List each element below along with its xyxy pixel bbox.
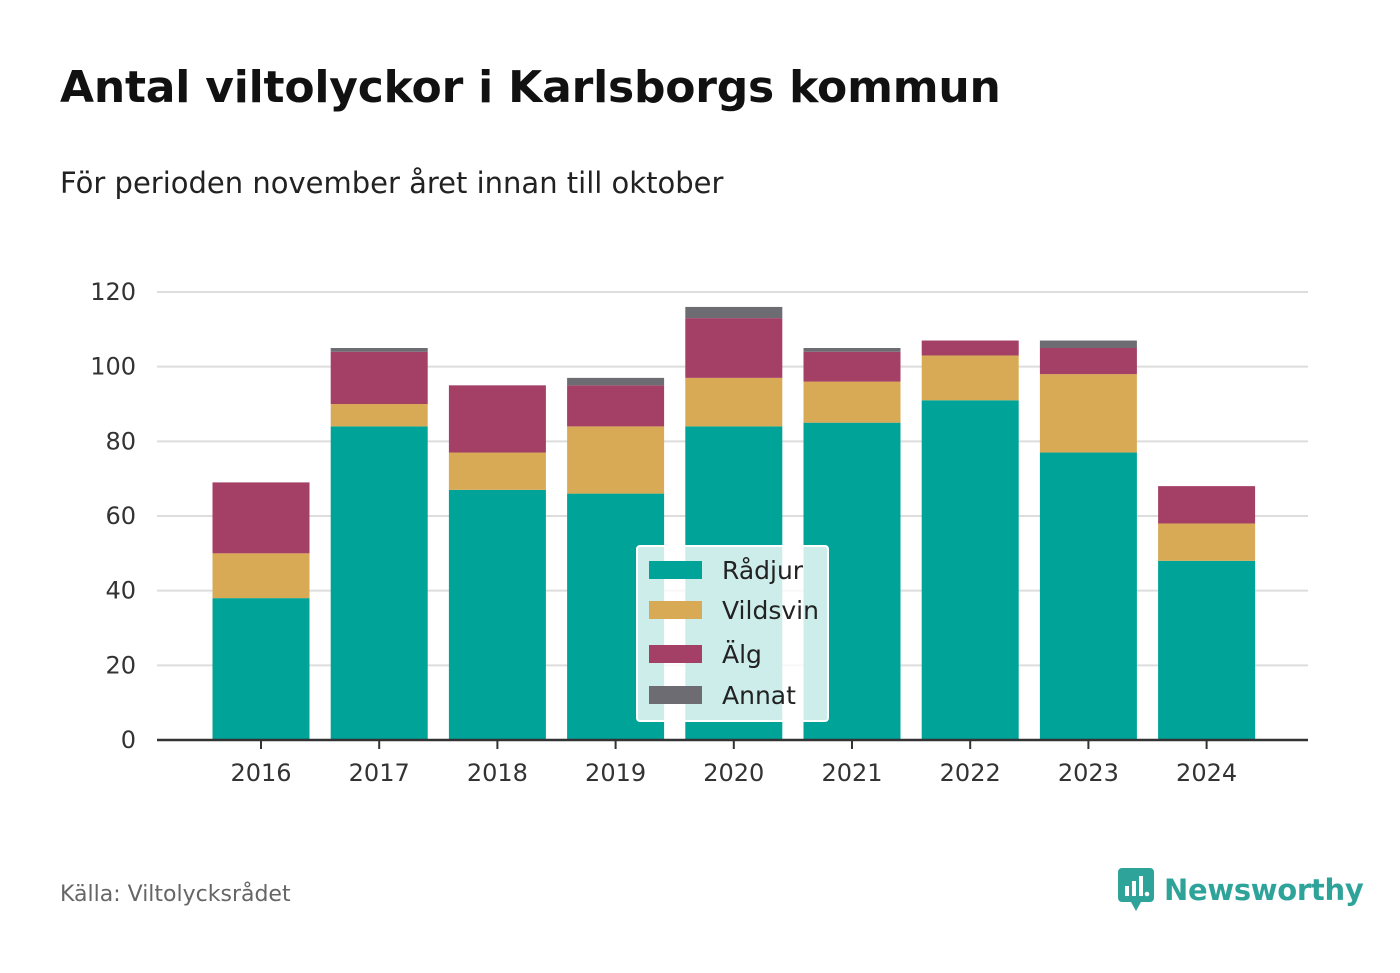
bar-segment-älg-2016 (212, 482, 310, 554)
legend-swatch-vildsvin (649, 601, 702, 619)
bar-segment-älg-2024 (1158, 486, 1256, 524)
x-tick-label: 2017 (349, 759, 410, 787)
source-note: Källa: Viltolycksrådet (60, 882, 291, 907)
y-tick-label: 20 (105, 651, 136, 679)
bar-segment-älg-2019 (567, 385, 665, 427)
y-tick-label: 60 (105, 502, 136, 530)
y-tick-label: 40 (105, 577, 136, 605)
bar-segment-vildsvin-2016 (212, 553, 310, 599)
bar-segment-älg-2021 (803, 351, 901, 382)
x-tick-label: 2022 (940, 759, 1001, 787)
x-tick-label: 2024 (1176, 759, 1237, 787)
bar-segment-annat-2020 (685, 306, 783, 319)
bar-segment-vildsvin-2018 (448, 452, 546, 490)
bar-segment-rådjur-2023 (1039, 452, 1137, 740)
brand-name: Newsworthy (1164, 873, 1364, 907)
bar-segment-rådjur-2016 (212, 598, 310, 740)
bar-segment-vildsvin-2020 (685, 377, 783, 427)
bar-segment-rådjur-2017 (330, 426, 428, 740)
x-tick-label: 2018 (467, 759, 528, 787)
bar-segment-vildsvin-2024 (1158, 523, 1256, 561)
x-tick-label: 2021 (821, 759, 882, 787)
bar-segment-annat-2017 (330, 348, 428, 352)
stacked-bar-chart: 0 20 40 60 80 100 120 2016 2017 2018 2019 2020 2021… (90, 278, 1308, 787)
legend: Rådjur Vildsvin Älg Annat (636, 545, 829, 722)
y-tick-label: 120 (90, 278, 136, 306)
y-tick-label: 0 (121, 726, 136, 754)
legend-box (636, 545, 829, 722)
y-axis-ticks: 0 20 40 60 80 100 120 (90, 278, 136, 754)
bars (212, 306, 1256, 740)
legend-swatch-rådjur (649, 561, 702, 579)
bar-segment-älg-2023 (1039, 348, 1137, 375)
bar-segment-rådjur-2022 (921, 400, 1019, 740)
bar-segment-annat-2019 (567, 377, 665, 386)
bar-segment-annat-2023 (1039, 340, 1137, 348)
bar-segment-vildsvin-2017 (330, 404, 428, 427)
brand-logo: Newsworthy (1118, 868, 1364, 912)
bar-segment-vildsvin-2023 (1039, 374, 1137, 453)
bar-segment-vildsvin-2022 (921, 355, 1019, 401)
x-axis-ticks: 2016 2017 2018 2019 2020 2021 2022 2023 2024 (230, 740, 1237, 787)
legend-label-annat: Annat (722, 681, 796, 710)
legend-label-älg: Älg (722, 640, 762, 669)
bar-segment-älg-2020 (685, 318, 783, 378)
bar-segment-vildsvin-2019 (567, 426, 665, 494)
legend-swatch-älg (649, 645, 702, 663)
chart-subtitle: För perioden november året innan till ok… (60, 166, 724, 200)
x-tick-label: 2019 (585, 759, 646, 787)
y-tick-label: 80 (105, 427, 136, 455)
bar-segment-rådjur-2024 (1158, 560, 1256, 740)
x-tick-label: 2016 (230, 759, 291, 787)
chart-title: Antal viltolyckor i Karlsborgs kommun (60, 62, 1001, 113)
legend-label-vildsvin: Vildsvin (722, 596, 819, 625)
legend-swatch-annat (649, 686, 702, 704)
bar-segment-vildsvin-2021 (803, 381, 901, 423)
legend-label-rådjur: Rådjur (722, 556, 804, 585)
bar-segment-rådjur-2018 (448, 489, 546, 740)
x-tick-label: 2020 (703, 759, 764, 787)
bar-segment-älg-2018 (448, 385, 546, 453)
x-tick-label: 2023 (1058, 759, 1119, 787)
bar-segment-annat-2021 (803, 348, 901, 352)
y-tick-label: 100 (90, 353, 136, 381)
newsworthy-logo-icon (1118, 868, 1154, 911)
bar-segment-älg-2022 (921, 340, 1019, 356)
bar-segment-älg-2017 (330, 351, 428, 404)
